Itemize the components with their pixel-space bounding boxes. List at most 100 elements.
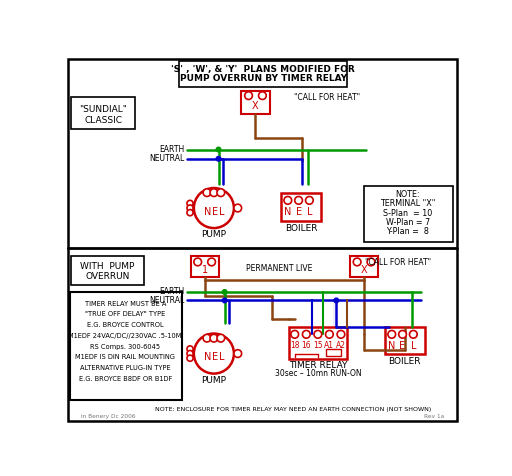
Bar (385, 327, 425, 354)
Text: TIMER RELAY MUST BE A: TIMER RELAY MUST BE A (84, 300, 166, 307)
Text: PERMANENT LIVE: PERMANENT LIVE (246, 264, 312, 273)
Text: 1: 1 (202, 266, 208, 276)
Text: NOTE:: NOTE: (396, 189, 420, 198)
Text: Rev 1a: Rev 1a (424, 414, 444, 419)
Circle shape (194, 188, 234, 228)
Text: EARTH: EARTH (159, 288, 185, 297)
Text: "TRUE OFF DELAY" TYPE: "TRUE OFF DELAY" TYPE (85, 311, 165, 317)
Circle shape (203, 189, 211, 197)
Text: X: X (361, 266, 367, 276)
Circle shape (291, 330, 298, 338)
Bar (72, 97, 135, 129)
Text: N: N (388, 341, 395, 351)
Circle shape (314, 330, 322, 338)
Text: M1EDF IS DIN RAIL MOUNTING: M1EDF IS DIN RAIL MOUNTING (75, 355, 175, 360)
Circle shape (216, 157, 221, 161)
Circle shape (194, 258, 202, 266)
Text: NEUTRAL: NEUTRAL (150, 154, 185, 163)
Text: 'S' , 'W', & 'Y'  PLANS MODIFIED FOR: 'S' , 'W', & 'Y' PLANS MODIFIED FOR (172, 65, 355, 74)
Circle shape (367, 258, 375, 266)
Circle shape (187, 355, 193, 361)
Text: EARTH: EARTH (159, 145, 185, 154)
Text: NEUTRAL: NEUTRAL (150, 296, 185, 305)
Text: RS Comps. 300-6045: RS Comps. 300-6045 (90, 344, 160, 350)
Text: 16: 16 (302, 341, 311, 350)
Circle shape (234, 204, 242, 212)
Text: in Benery Dc 2006: in Benery Dc 2006 (81, 414, 135, 419)
Text: TERMINAL "X": TERMINAL "X" (380, 199, 436, 208)
Text: M1EDF 24VAC/DC//230VAC .5-10MI: M1EDF 24VAC/DC//230VAC .5-10MI (68, 333, 183, 339)
Text: A1: A1 (325, 341, 334, 350)
Circle shape (210, 334, 218, 342)
Text: E: E (399, 341, 406, 351)
Text: NOTE: ENCLOSURE FOR TIMER RELAY MAY NEED AN EARTH CONNECTION (NOT SHOWN): NOTE: ENCLOSURE FOR TIMER RELAY MAY NEED… (155, 407, 431, 412)
Circle shape (187, 200, 193, 207)
Circle shape (216, 147, 221, 152)
Circle shape (217, 334, 225, 342)
Circle shape (222, 290, 227, 294)
Text: PUMP OVERRUN BY TIMER RELAY: PUMP OVERRUN BY TIMER RELAY (180, 74, 347, 83)
Circle shape (326, 330, 333, 338)
Text: W-Plan = 7: W-Plan = 7 (386, 218, 430, 227)
Text: BOILER: BOILER (389, 357, 421, 366)
Circle shape (303, 330, 310, 338)
Text: 30sec – 10mn RUN-ON: 30sec – 10mn RUN-ON (274, 369, 361, 378)
Circle shape (334, 298, 338, 303)
Text: E: E (295, 207, 302, 217)
Text: N: N (204, 352, 211, 362)
Circle shape (388, 330, 396, 338)
Text: X: X (252, 101, 259, 111)
Circle shape (210, 189, 218, 197)
Bar (241, 91, 270, 114)
Bar (289, 327, 347, 359)
Text: CLASSIC: CLASSIC (84, 116, 122, 125)
Text: TIMER RELAY: TIMER RELAY (289, 361, 347, 370)
Text: PUMP: PUMP (201, 376, 226, 385)
Circle shape (217, 189, 225, 197)
Circle shape (187, 209, 193, 216)
Text: N: N (284, 207, 291, 217)
Text: E.G. BROYCE B8DF OR B1DF: E.G. BROYCE B8DF OR B1DF (79, 376, 172, 382)
Text: S-Plan  = 10: S-Plan = 10 (383, 209, 433, 218)
Circle shape (399, 330, 407, 338)
Circle shape (353, 258, 361, 266)
Circle shape (410, 330, 417, 338)
Circle shape (208, 258, 216, 266)
Circle shape (187, 346, 193, 352)
Bar (70, 292, 182, 400)
Text: PUMP: PUMP (201, 230, 226, 239)
Text: N: N (204, 207, 211, 217)
Text: ALTERNATIVE PLUG-IN TYPE: ALTERNATIVE PLUG-IN TYPE (80, 365, 170, 371)
Circle shape (295, 197, 303, 204)
Text: "SUNDIAL": "SUNDIAL" (79, 105, 127, 114)
Text: E: E (211, 352, 218, 362)
Circle shape (187, 350, 193, 357)
Text: 15: 15 (313, 341, 323, 350)
Bar (72, 256, 144, 285)
Text: E: E (211, 207, 218, 217)
Text: OVERRUN: OVERRUN (86, 272, 130, 281)
Bar (179, 61, 347, 87)
Text: L: L (307, 207, 312, 217)
Text: "CALL FOR HEAT": "CALL FOR HEAT" (294, 93, 360, 102)
Bar (326, 349, 341, 356)
Text: L: L (219, 207, 224, 217)
Circle shape (284, 197, 292, 204)
Text: L: L (411, 341, 416, 351)
Circle shape (203, 334, 211, 342)
Circle shape (187, 205, 193, 211)
Text: 18: 18 (290, 341, 300, 350)
Circle shape (306, 197, 313, 204)
Circle shape (259, 92, 266, 99)
Bar (191, 256, 219, 278)
Bar (350, 256, 378, 278)
Circle shape (234, 350, 242, 357)
Text: A2: A2 (336, 341, 346, 350)
Circle shape (337, 330, 345, 338)
Bar (281, 193, 321, 221)
Circle shape (245, 92, 252, 99)
Text: Y-Plan =  8: Y-Plan = 8 (387, 228, 430, 237)
Text: BOILER: BOILER (285, 224, 317, 233)
Text: WITH  PUMP: WITH PUMP (80, 262, 135, 271)
Text: "CALL FOR HEAT": "CALL FOR HEAT" (365, 258, 431, 267)
